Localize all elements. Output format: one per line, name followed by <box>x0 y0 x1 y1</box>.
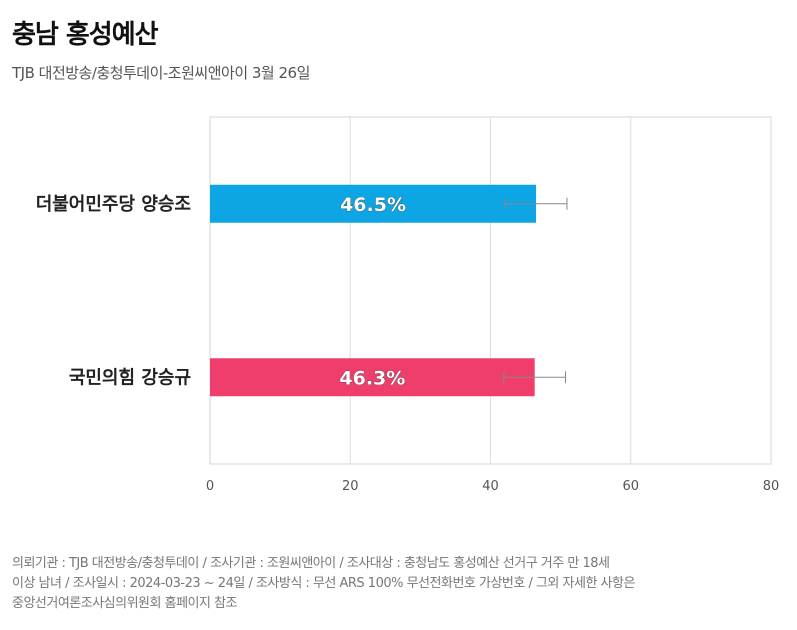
x-tick-label: 0 <box>206 479 214 494</box>
data-label: 46.5% <box>340 194 406 216</box>
survey-footnote: 의뢰기관 : TJB 대전방송/충청투데이 / 조사기관 : 조원씨앤아이 / … <box>12 554 787 614</box>
category-label: 더불어민주당 양승조 <box>36 194 191 215</box>
footnote-line-1: 의뢰기관 : TJB 대전방송/충청투데이 / 조사기관 : 조원씨앤아이 / … <box>12 556 610 571</box>
bar-chart: 0 20 40 60 80 더불어민주당 양승조 46.5% 국민의힘 강승규 46.3% <box>36 116 780 494</box>
bar <box>210 184 537 223</box>
category-label: 국민의힘 강승규 <box>69 367 191 388</box>
chart-subtitle: TJB 대전방송/충청투데이-조원씨앤아이 3월 26일 <box>12 64 310 82</box>
bar <box>210 358 535 397</box>
x-tick-label: 60 <box>622 479 639 494</box>
chart-title: 충남 홍성예산 <box>12 20 159 50</box>
x-tick-label: 20 <box>342 479 359 494</box>
footnote-line-2: 이상 남녀 / 조사일시 : 2024-03-23 ~ 24일 / 조사방식 :… <box>12 576 635 591</box>
x-tick-label: 40 <box>482 479 499 494</box>
x-tick-label: 80 <box>763 479 780 494</box>
footnote-line-3: 중앙선거여론조사심의위원회 홈페이지 참조 <box>12 596 238 611</box>
data-label: 46.3% <box>339 367 405 389</box>
